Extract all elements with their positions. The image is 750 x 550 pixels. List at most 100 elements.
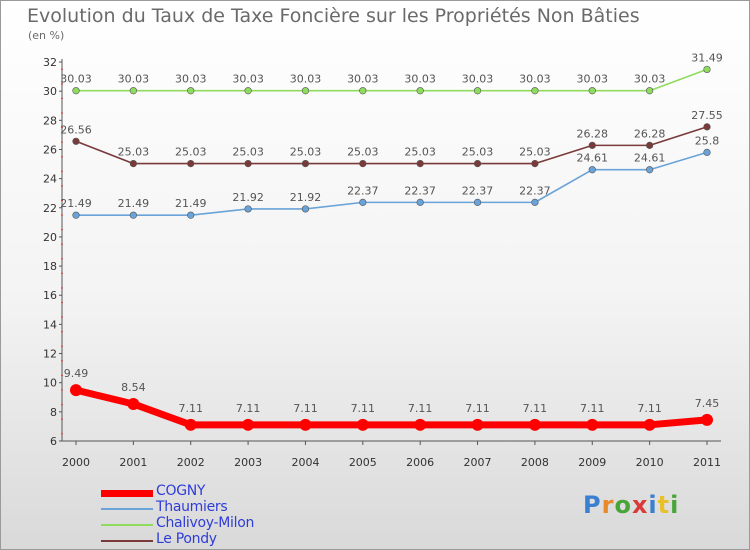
data-label: 7.11: [523, 402, 548, 415]
series-line-le-pondy: [75, 126, 708, 165]
data-point: [531, 198, 539, 206]
logo-letter: P: [583, 491, 602, 519]
data-point: [416, 87, 424, 95]
y-tick-label: 18: [43, 260, 57, 273]
data-point: [129, 160, 137, 168]
x-tick-label: 2004: [291, 456, 319, 469]
data-label: 25.03: [404, 146, 436, 159]
data-point: [703, 148, 711, 156]
data-point: [416, 198, 424, 206]
data-point: [531, 160, 539, 168]
data-point: [244, 87, 252, 95]
data-label: 25.8: [695, 134, 720, 147]
data-label: 30.03: [577, 73, 609, 86]
data-point: [414, 418, 427, 431]
data-point: [299, 418, 312, 431]
data-label: 30.03: [290, 73, 322, 86]
data-label: 24.61: [577, 152, 609, 165]
y-tick-label: 24: [43, 173, 57, 186]
data-label: 25.03: [347, 146, 379, 159]
y-tick-label: 6: [50, 435, 57, 448]
data-label: 8.54: [121, 381, 146, 394]
data-label: 25.03: [232, 146, 264, 159]
data-point: [646, 166, 654, 174]
data-point: [528, 418, 541, 431]
data-label: 21.49: [60, 197, 92, 210]
data-label: 30.03: [175, 73, 207, 86]
data-label: 26.56: [60, 123, 92, 136]
x-tick-label: 2000: [62, 456, 90, 469]
data-label: 22.37: [347, 184, 379, 197]
data-label: 25.03: [462, 146, 494, 159]
data-point: [242, 418, 255, 431]
logo-letter: t: [657, 491, 671, 519]
data-point: [187, 160, 195, 168]
data-label: 27.55: [691, 109, 723, 122]
logo-letter: o: [614, 491, 632, 519]
x-tick-label: 2008: [521, 456, 549, 469]
chart-title: Evolution du Taux de Taxe Foncière sur l…: [27, 5, 640, 27]
legend-label: Chalivoy-Milon: [156, 515, 255, 531]
data-label: 7.11: [351, 402, 376, 415]
logo-letter: i: [670, 491, 680, 519]
data-point: [127, 397, 140, 410]
data-label: 24.61: [634, 152, 666, 165]
x-tick-label: 2010: [636, 456, 664, 469]
logo-letter: r: [601, 491, 615, 519]
data-point: [301, 205, 310, 213]
data-point: [359, 198, 367, 206]
data-point: [703, 123, 711, 131]
data-point: [588, 166, 596, 174]
legend-label: Thaumiers: [156, 499, 228, 515]
data-label: 7.11: [580, 402, 605, 415]
data-point: [301, 160, 310, 168]
data-point: [416, 160, 424, 168]
data-label: 30.03: [347, 73, 379, 86]
data-point: [244, 205, 252, 213]
data-label: 9.49: [64, 367, 89, 380]
logo-letter: i: [648, 491, 658, 519]
data-point: [184, 418, 197, 431]
legend-swatch: [101, 489, 153, 497]
data-label: 30.03: [404, 73, 436, 86]
x-tick-label: 2005: [349, 456, 377, 469]
data-label: 22.37: [462, 184, 494, 197]
data-label: 21.49: [118, 197, 150, 210]
data-point: [473, 160, 482, 168]
data-point: [72, 211, 80, 219]
data-label: 30.03: [519, 73, 551, 86]
data-label: 7.11: [637, 402, 662, 415]
data-label: 30.03: [462, 73, 494, 86]
legend-label: Le Pondy: [156, 531, 217, 547]
data-point: [531, 87, 539, 95]
y-tick-label: 16: [43, 289, 57, 302]
data-point: [70, 384, 82, 397]
data-label: 21.49: [175, 197, 207, 210]
y-tick-label: 32: [43, 56, 57, 69]
y-tick-label: 12: [43, 348, 57, 361]
x-tick-label: 2002: [177, 456, 205, 469]
data-point: [187, 211, 195, 219]
data-point: [244, 160, 252, 168]
series-line-thaumiers: [76, 151, 708, 217]
data-point: [646, 87, 654, 95]
data-label: 21.92: [232, 191, 264, 204]
data-label: 30.03: [118, 73, 150, 86]
data-label: 25.03: [118, 146, 150, 159]
data-label: 26.28: [634, 127, 666, 140]
legend-swatch: [101, 524, 153, 526]
series-line-cogny: [75, 386, 708, 429]
data-point: [129, 87, 137, 95]
data-point: [129, 211, 137, 219]
data-label: 25.03: [519, 146, 551, 159]
data-label: 30.03: [232, 73, 264, 86]
data-label: 7.11: [236, 402, 261, 415]
data-point: [301, 87, 310, 95]
legend-label: COGNY: [156, 483, 206, 499]
data-point: [473, 198, 482, 206]
data-point: [359, 160, 367, 168]
data-label: 7.45: [695, 397, 720, 410]
x-tick-label: 2007: [464, 456, 492, 469]
x-tick-label: 2006: [406, 456, 434, 469]
y-tick-label: 28: [43, 114, 57, 127]
